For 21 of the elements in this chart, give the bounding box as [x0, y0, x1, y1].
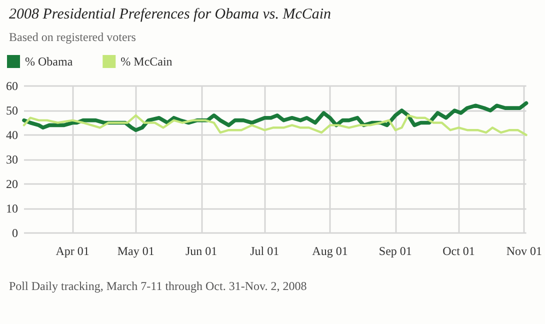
x-tick-label: Jul 01 [250, 244, 280, 258]
y-tick-label: 60 [6, 79, 18, 93]
x-tick-label: May 01 [117, 244, 154, 258]
x-tick-label: Nov 01 [506, 244, 542, 258]
x-tick-label: Jun 01 [185, 244, 218, 258]
legend-label: % McCain [120, 54, 172, 68]
chart-subtitle: Based on registered voters [9, 30, 136, 44]
y-tick-label: 30 [6, 152, 18, 166]
x-tick-label: Oct 01 [442, 244, 475, 258]
y-tick-label: 40 [6, 128, 18, 142]
x-tick-label: Aug 01 [312, 244, 348, 258]
y-tick-label: 0 [12, 226, 18, 240]
x-tick-label: Sep 01 [378, 244, 412, 258]
chart-title: 2008 Presidential Preferences for Obama vs. McCain [9, 6, 332, 22]
text: Poll Daily tracking, March 7-11 through Oct. 31-Nov. 2, 2008 [9, 279, 307, 293]
legend-label: % Obama [25, 54, 74, 68]
x-tick-label: Apr 01 [56, 244, 90, 258]
line-series [22, 114, 528, 136]
y-tick-label: 50 [6, 104, 18, 118]
y-tick-label: 10 [6, 202, 18, 216]
y-tick-label: 20 [6, 177, 18, 191]
